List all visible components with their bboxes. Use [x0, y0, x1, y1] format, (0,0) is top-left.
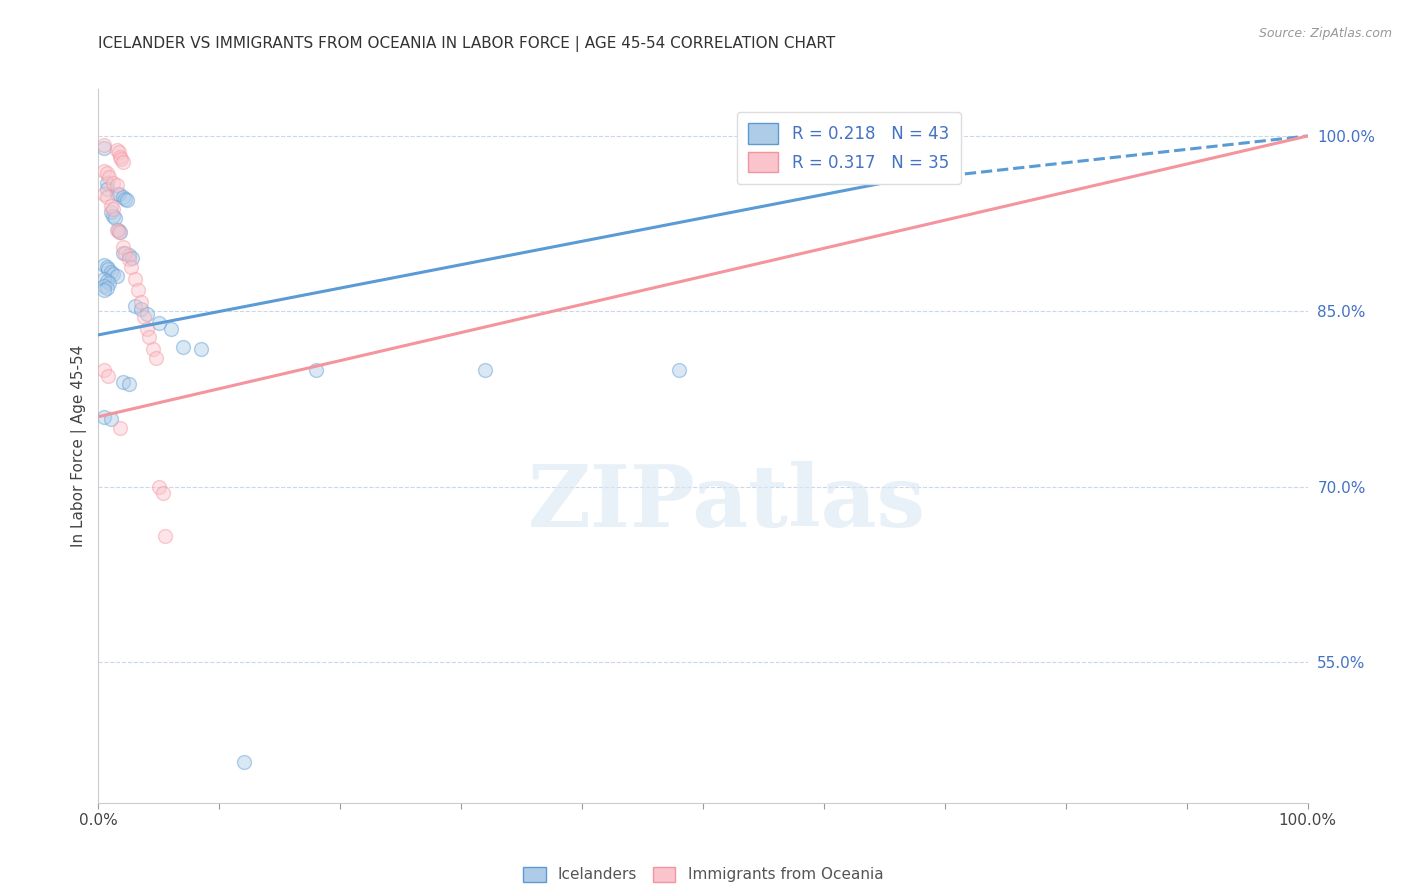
Point — [111, 190, 134, 204]
Point — [96, 281, 118, 295]
Point — [100, 199, 122, 213]
Point — [117, 194, 139, 208]
Point — [100, 265, 122, 279]
Point — [111, 375, 134, 389]
Point — [93, 409, 115, 424]
Legend: Icelanders, Immigrants from Oceania: Icelanders, Immigrants from Oceania — [516, 861, 890, 888]
Point — [108, 145, 131, 160]
Point — [93, 141, 115, 155]
Point — [100, 205, 122, 219]
Y-axis label: In Labor Force | Age 45-54: In Labor Force | Age 45-54 — [72, 345, 87, 547]
Point — [232, 755, 254, 769]
Point — [305, 363, 328, 377]
Point — [97, 262, 120, 277]
Point — [135, 307, 157, 321]
Point — [190, 342, 212, 356]
Point — [124, 271, 146, 285]
Point — [101, 202, 124, 216]
Point — [474, 363, 496, 377]
Point — [108, 421, 131, 435]
Point — [105, 178, 128, 193]
Point — [108, 187, 131, 202]
Point — [104, 211, 127, 225]
Point — [96, 176, 118, 190]
Point — [129, 295, 152, 310]
Point — [142, 342, 165, 356]
Point — [96, 274, 118, 288]
Point — [98, 169, 121, 184]
Point — [96, 181, 118, 195]
Point — [93, 363, 115, 377]
Point — [96, 260, 118, 274]
Point — [101, 267, 124, 281]
Point — [111, 246, 134, 260]
Point — [118, 248, 141, 262]
Point — [93, 164, 115, 178]
Point — [93, 271, 115, 285]
Point — [172, 340, 194, 354]
Point — [98, 277, 121, 291]
Point — [135, 322, 157, 336]
Point — [160, 322, 183, 336]
Text: ICELANDER VS IMMIGRANTS FROM OCEANIA IN LABOR FORCE | AGE 45-54 CORRELATION CHAR: ICELANDER VS IMMIGRANTS FROM OCEANIA IN … — [98, 36, 835, 52]
Text: Source: ZipAtlas.com: Source: ZipAtlas.com — [1258, 27, 1392, 40]
Point — [145, 351, 167, 366]
Point — [93, 187, 115, 202]
Point — [105, 143, 128, 157]
Point — [134, 310, 156, 325]
Point — [110, 153, 132, 167]
Point — [96, 190, 118, 204]
Point — [108, 150, 131, 164]
Point — [138, 330, 160, 344]
Point — [114, 246, 136, 260]
Point — [108, 225, 131, 239]
Point — [148, 480, 170, 494]
Point — [93, 258, 115, 272]
Point — [93, 284, 115, 298]
Point — [100, 412, 122, 426]
Point — [93, 278, 115, 293]
Point — [129, 302, 152, 317]
Point — [152, 485, 174, 500]
Point — [101, 209, 124, 223]
Point — [668, 363, 690, 377]
Point — [124, 299, 146, 313]
Point — [121, 251, 143, 265]
Point — [127, 284, 149, 298]
Point — [114, 192, 136, 206]
Point — [111, 154, 134, 169]
Point — [101, 176, 124, 190]
Point — [118, 252, 141, 266]
Point — [96, 166, 118, 180]
Point — [108, 225, 131, 239]
Point — [105, 222, 128, 236]
Point — [105, 269, 128, 284]
Text: ZIPatlas: ZIPatlas — [529, 461, 927, 545]
Point — [120, 260, 142, 274]
Point — [93, 138, 115, 153]
Point — [107, 222, 129, 236]
Point — [118, 376, 141, 391]
Point — [148, 316, 170, 330]
Point — [97, 368, 120, 383]
Point — [153, 529, 176, 543]
Point — [111, 240, 134, 254]
Point — [105, 187, 128, 202]
